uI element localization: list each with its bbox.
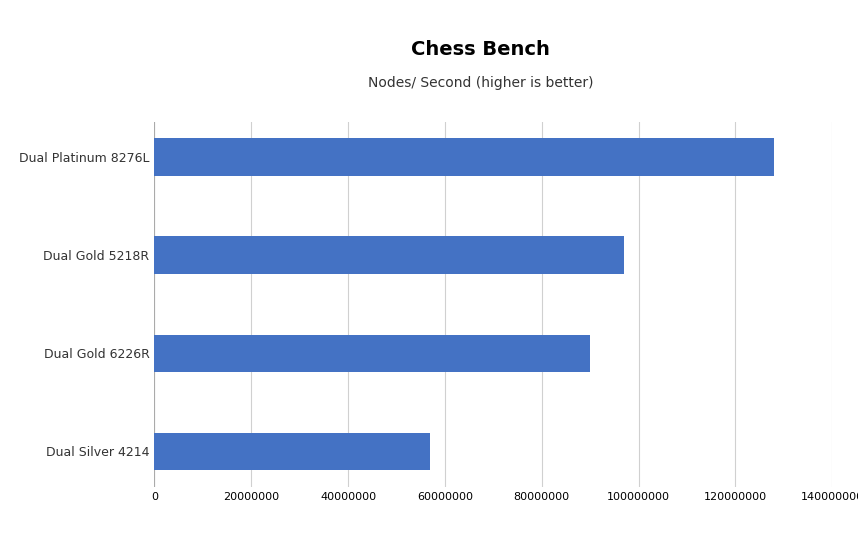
Bar xyxy=(154,335,590,372)
Bar xyxy=(154,138,774,175)
Text: Chess Bench: Chess Bench xyxy=(411,40,550,59)
Text: Nodes/ Second (higher is better): Nodes/ Second (higher is better) xyxy=(368,76,593,90)
Bar xyxy=(154,237,624,274)
Bar xyxy=(154,433,431,470)
